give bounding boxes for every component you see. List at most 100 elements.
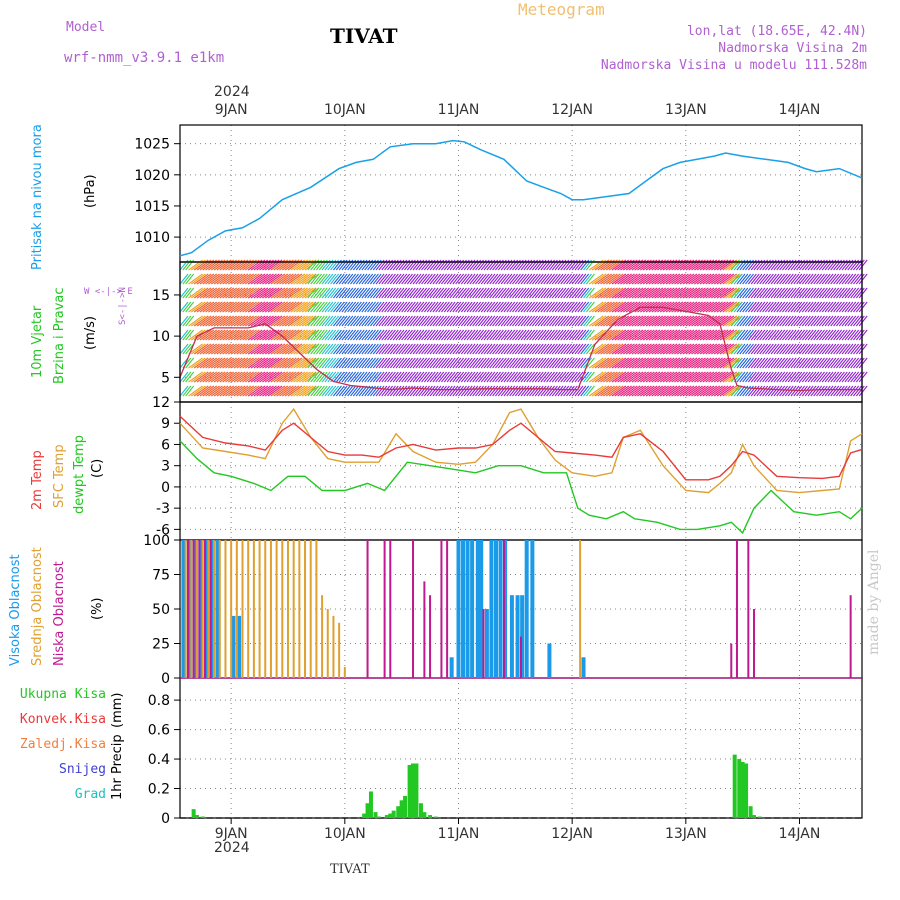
wind-barb [850, 343, 860, 355]
wind-barb [787, 273, 797, 285]
wind-barb [378, 273, 388, 285]
wind-barb [719, 357, 735, 369]
wind-barb [816, 343, 825, 355]
wind-barb [801, 329, 811, 341]
wind-barb [372, 343, 382, 355]
wind-barb [844, 371, 854, 383]
wind-barb [355, 329, 365, 341]
wind-barb [398, 371, 408, 383]
wind-barb [773, 343, 783, 355]
wind-barb [855, 385, 865, 397]
wind-barb [350, 315, 359, 327]
wind-barb [838, 385, 848, 397]
mid-cloud-bar [264, 540, 267, 678]
wind-barb [742, 301, 752, 313]
wind-barb [338, 357, 348, 369]
wind-barb [764, 329, 774, 341]
wind-barb [324, 301, 334, 313]
wind-barb [543, 357, 553, 369]
wind-barb [247, 371, 263, 383]
wind-barb [426, 343, 436, 355]
wind-barb [691, 273, 706, 285]
wind-barb [566, 343, 575, 355]
wind-barb [543, 301, 553, 313]
wind-barb [591, 385, 607, 397]
wind-barb [321, 329, 331, 341]
wind-barb [196, 385, 212, 397]
wind-barb [804, 385, 814, 397]
wind-barb [617, 343, 632, 355]
wind-barb [694, 287, 709, 299]
wind-barb [480, 329, 490, 341]
y-tick-label: -6 [156, 522, 170, 538]
wind-barb [446, 343, 456, 355]
wind-barb [855, 273, 865, 285]
wind-barb [634, 357, 649, 369]
wind-barb [600, 371, 615, 383]
wind-barb [333, 273, 342, 285]
wind-barb [378, 301, 388, 313]
wind-barb [733, 385, 743, 397]
wind-barb [253, 329, 269, 341]
wind-barb [543, 315, 553, 327]
wind-barb [603, 273, 618, 285]
wind-barb [489, 385, 499, 397]
wind-barb [321, 301, 331, 313]
wind-barb [711, 273, 726, 285]
wind-barb [776, 343, 786, 355]
wind-barb [270, 385, 286, 397]
wind-barb [338, 371, 348, 383]
wind-barb [350, 385, 359, 397]
wind-barb [568, 273, 578, 285]
wind-barb [568, 287, 578, 299]
y-tick-label: -3 [156, 501, 170, 517]
wind-barb [423, 371, 433, 383]
wind-barb [662, 343, 678, 355]
mid-cloud-bar [213, 540, 216, 678]
wind-barb [773, 357, 783, 369]
wind-barb [833, 357, 843, 369]
wind-barb [739, 343, 749, 355]
wind-barb [512, 357, 521, 369]
wind-barb [546, 357, 556, 369]
wind-barb [534, 371, 544, 383]
wind-barb [227, 315, 243, 327]
wind-barb [813, 273, 823, 285]
wind-barb [708, 357, 723, 369]
wind-barb [850, 287, 860, 299]
wind-barb [443, 385, 453, 397]
wind-barb [216, 301, 232, 313]
wind-barb [835, 329, 845, 341]
wind-barb [492, 343, 502, 355]
y-tick-label: 9 [161, 416, 170, 432]
wind-barb [560, 315, 570, 327]
wind-barb [597, 371, 613, 383]
wind-barb [813, 301, 823, 313]
wind-barb [665, 273, 681, 285]
wind-barb [711, 371, 726, 383]
mid-cloud-bar [338, 622, 341, 678]
wind-barb [699, 385, 715, 397]
wind-barb [372, 329, 382, 341]
wind-barb [790, 357, 800, 369]
wind-barb [210, 301, 226, 313]
wind-barb [853, 315, 862, 327]
wind-barb [503, 357, 513, 369]
wind-barb [844, 301, 854, 313]
wind-barb [776, 371, 786, 383]
wind-barb [494, 301, 504, 313]
wind-barb [548, 343, 558, 355]
wind-barb [361, 357, 371, 369]
wind-barb [179, 301, 189, 313]
wind-barb [830, 315, 840, 327]
panel-frame [179, 677, 863, 819]
wind-barb [230, 343, 246, 355]
wind-barb [605, 357, 621, 369]
wind-barb [372, 371, 382, 383]
wind-barb [472, 371, 482, 383]
wind-barb [421, 315, 430, 327]
wind-barb [193, 287, 209, 299]
wind-barb [369, 371, 379, 383]
wind-barb [554, 287, 564, 299]
wind-barb [571, 273, 581, 285]
